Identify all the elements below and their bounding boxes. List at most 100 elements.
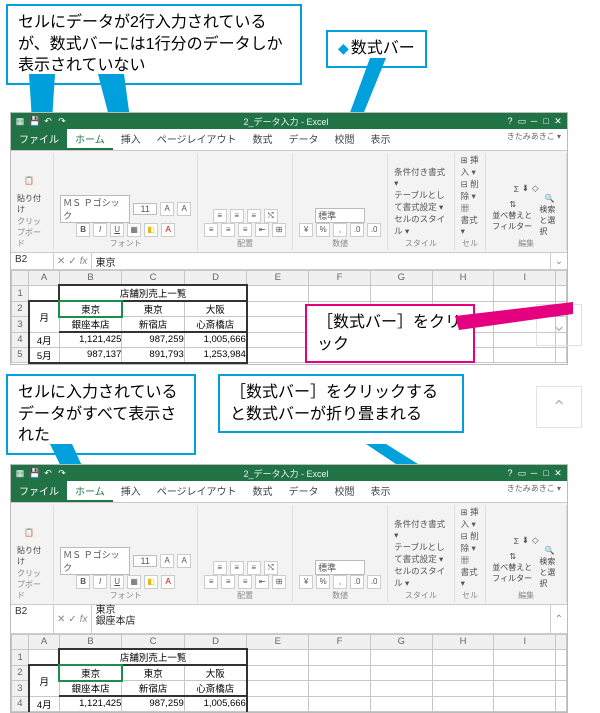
col-D[interactable]: D bbox=[184, 271, 247, 286]
cell-C2[interactable]: 東京 bbox=[122, 301, 184, 317]
font-name-box[interactable]: ＭＳ Ｐゴシック bbox=[60, 547, 130, 575]
formula-input[interactable]: 東京 bbox=[92, 253, 550, 269]
quick-access-toolbar[interactable]: ▦ 💾 ↶ ↷ bbox=[11, 468, 71, 478]
ribbon-options-icon[interactable]: ▭ bbox=[517, 116, 527, 126]
insert-cells-button[interactable]: ⊞ 挿入 ▾ bbox=[461, 154, 480, 178]
cell-B3[interactable]: 銀座本店 bbox=[59, 317, 122, 333]
redo-icon[interactable]: ↷ bbox=[57, 116, 67, 126]
col-C[interactable]: C bbox=[122, 271, 184, 286]
cell-B4[interactable]: 1,121,425 bbox=[59, 332, 122, 347]
paste-button[interactable]: 📋貼り付け bbox=[17, 528, 47, 567]
tab-formulas[interactable]: 数式 bbox=[245, 129, 281, 150]
maximize-icon[interactable]: □ bbox=[541, 468, 551, 478]
tab-file[interactable]: ファイル bbox=[11, 129, 67, 150]
cell-A4[interactable]: 4月 bbox=[29, 332, 60, 347]
account-name[interactable]: きたみあきこ ▾ bbox=[501, 482, 567, 495]
save-icon[interactable]: 💾 bbox=[29, 468, 39, 478]
paste-button[interactable]: 📋貼り付け bbox=[17, 176, 47, 215]
enter-icon[interactable]: ✓ bbox=[68, 614, 76, 625]
col-I[interactable]: I bbox=[494, 271, 556, 286]
cell-A5[interactable]: 5月 bbox=[29, 347, 60, 363]
table-format-button[interactable]: テーブルとして書式設定 ▾ bbox=[394, 189, 448, 213]
shrink-font-icon[interactable]: A bbox=[177, 202, 191, 216]
window-buttons[interactable]: ? ▭ ─ □ ✕ bbox=[501, 116, 567, 126]
font-color-icon[interactable]: A bbox=[161, 575, 175, 589]
fill-color-icon[interactable]: ◧ bbox=[144, 575, 158, 589]
tab-view[interactable]: 表示 bbox=[363, 129, 399, 150]
align-right-icon[interactable]: ≡ bbox=[238, 223, 252, 237]
align-center-icon[interactable]: ≡ bbox=[221, 223, 235, 237]
font-name-box[interactable]: ＭＳ Ｐゴシック bbox=[60, 195, 130, 223]
fx-icon[interactable]: fx bbox=[80, 614, 88, 625]
col-G[interactable]: G bbox=[370, 271, 432, 286]
align-mid-icon[interactable]: ≡ bbox=[230, 209, 244, 223]
inc-decimal-icon[interactable]: .0 bbox=[350, 223, 364, 237]
undo-icon[interactable]: ↶ bbox=[43, 468, 53, 478]
italic-button[interactable]: I bbox=[93, 223, 107, 237]
font-size-box[interactable]: 11 bbox=[133, 555, 157, 567]
currency-icon[interactable]: ¥ bbox=[299, 223, 313, 237]
align-left-icon[interactable]: ≡ bbox=[204, 223, 218, 237]
cond-format-button[interactable]: 条件付き書式 ▾ bbox=[394, 166, 448, 189]
save-icon[interactable]: 💾 bbox=[29, 116, 39, 126]
redo-icon[interactable]: ↷ bbox=[57, 468, 67, 478]
collapse-up-button[interactable]: ⌃ bbox=[536, 386, 582, 428]
cell-C4[interactable]: 987,259 bbox=[122, 332, 184, 347]
cell-B5[interactable]: 987,137 bbox=[59, 347, 122, 363]
clear-icon[interactable]: ◇ bbox=[532, 183, 539, 194]
help-icon[interactable]: ? bbox=[505, 116, 515, 126]
maximize-icon[interactable]: □ bbox=[541, 116, 551, 126]
align-top-icon[interactable]: ≡ bbox=[213, 209, 227, 223]
border-icon[interactable]: ▦ bbox=[127, 575, 141, 589]
comma-icon[interactable]: , bbox=[333, 223, 347, 237]
tab-data[interactable]: データ bbox=[281, 481, 327, 502]
number-format-box[interactable]: 標準 bbox=[315, 208, 365, 223]
cell-D3[interactable]: 心斎橋店 bbox=[184, 317, 247, 333]
merge-icon[interactable]: ⊞ bbox=[272, 223, 286, 237]
row-3[interactable]: 3 bbox=[12, 317, 29, 333]
fill-color-icon[interactable]: ◧ bbox=[144, 223, 158, 237]
row-2[interactable]: 2 bbox=[12, 301, 29, 317]
close-icon[interactable]: ✕ bbox=[553, 468, 563, 478]
cell-D5[interactable]: 1,253,984 bbox=[184, 347, 247, 363]
cell-C3[interactable]: 新宿店 bbox=[122, 317, 184, 333]
undo-icon[interactable]: ↶ bbox=[43, 116, 53, 126]
row-4[interactable]: 4 bbox=[12, 332, 29, 347]
indent-icon[interactable]: ⇤ bbox=[255, 223, 269, 237]
dec-decimal-icon[interactable]: .0 bbox=[367, 223, 381, 237]
account-name[interactable]: きたみあきこ ▾ bbox=[501, 130, 567, 143]
italic-button[interactable]: I bbox=[93, 575, 107, 589]
find-select-button[interactable]: 🔍検索と選択 bbox=[539, 194, 560, 237]
collapse-formula-bar-icon[interactable]: ⌃ bbox=[550, 605, 567, 633]
close-icon[interactable]: ✕ bbox=[553, 116, 563, 126]
ribbon-options-icon[interactable]: ▭ bbox=[517, 468, 527, 478]
percent-icon[interactable]: % bbox=[316, 223, 330, 237]
tab-review[interactable]: 校閲 bbox=[327, 129, 363, 150]
expand-formula-bar-icon[interactable]: ⌄ bbox=[550, 253, 567, 269]
tab-file[interactable]: ファイル bbox=[11, 481, 67, 502]
font-color-icon[interactable]: A bbox=[161, 223, 175, 237]
cell-month-hdr[interactable]: 月 bbox=[29, 301, 60, 332]
underline-button[interactable]: U bbox=[110, 575, 124, 589]
cell-title[interactable]: 店舗別売上一覧 bbox=[59, 285, 247, 301]
format-cells-button[interactable]: ▦ 書式 ▾ bbox=[461, 202, 480, 237]
select-all[interactable] bbox=[12, 271, 29, 286]
tab-data[interactable]: データ bbox=[281, 129, 327, 150]
row-1[interactable]: 1 bbox=[12, 285, 29, 301]
tab-layout[interactable]: ページレイアウト bbox=[149, 481, 245, 502]
fx-icon[interactable]: fx bbox=[80, 256, 88, 267]
tab-layout[interactable]: ページレイアウト bbox=[149, 129, 245, 150]
grow-font-icon[interactable]: A bbox=[160, 202, 174, 216]
col-E[interactable]: E bbox=[247, 271, 309, 286]
quick-access-toolbar[interactable]: ▦ 💾 ↶ ↷ bbox=[11, 116, 71, 126]
col-A[interactable]: A bbox=[29, 271, 60, 286]
bold-button[interactable]: B bbox=[76, 223, 90, 237]
tab-home[interactable]: ホーム bbox=[67, 481, 113, 502]
cancel-icon[interactable]: ✕ bbox=[57, 256, 65, 267]
enter-icon[interactable]: ✓ bbox=[68, 256, 76, 267]
select-all[interactable] bbox=[12, 635, 29, 650]
col-B[interactable]: B bbox=[59, 271, 122, 286]
window-buttons[interactable]: ? ▭ ─ □ ✕ bbox=[501, 468, 567, 478]
tab-insert[interactable]: 挿入 bbox=[113, 481, 149, 502]
bold-button[interactable]: B bbox=[76, 575, 90, 589]
